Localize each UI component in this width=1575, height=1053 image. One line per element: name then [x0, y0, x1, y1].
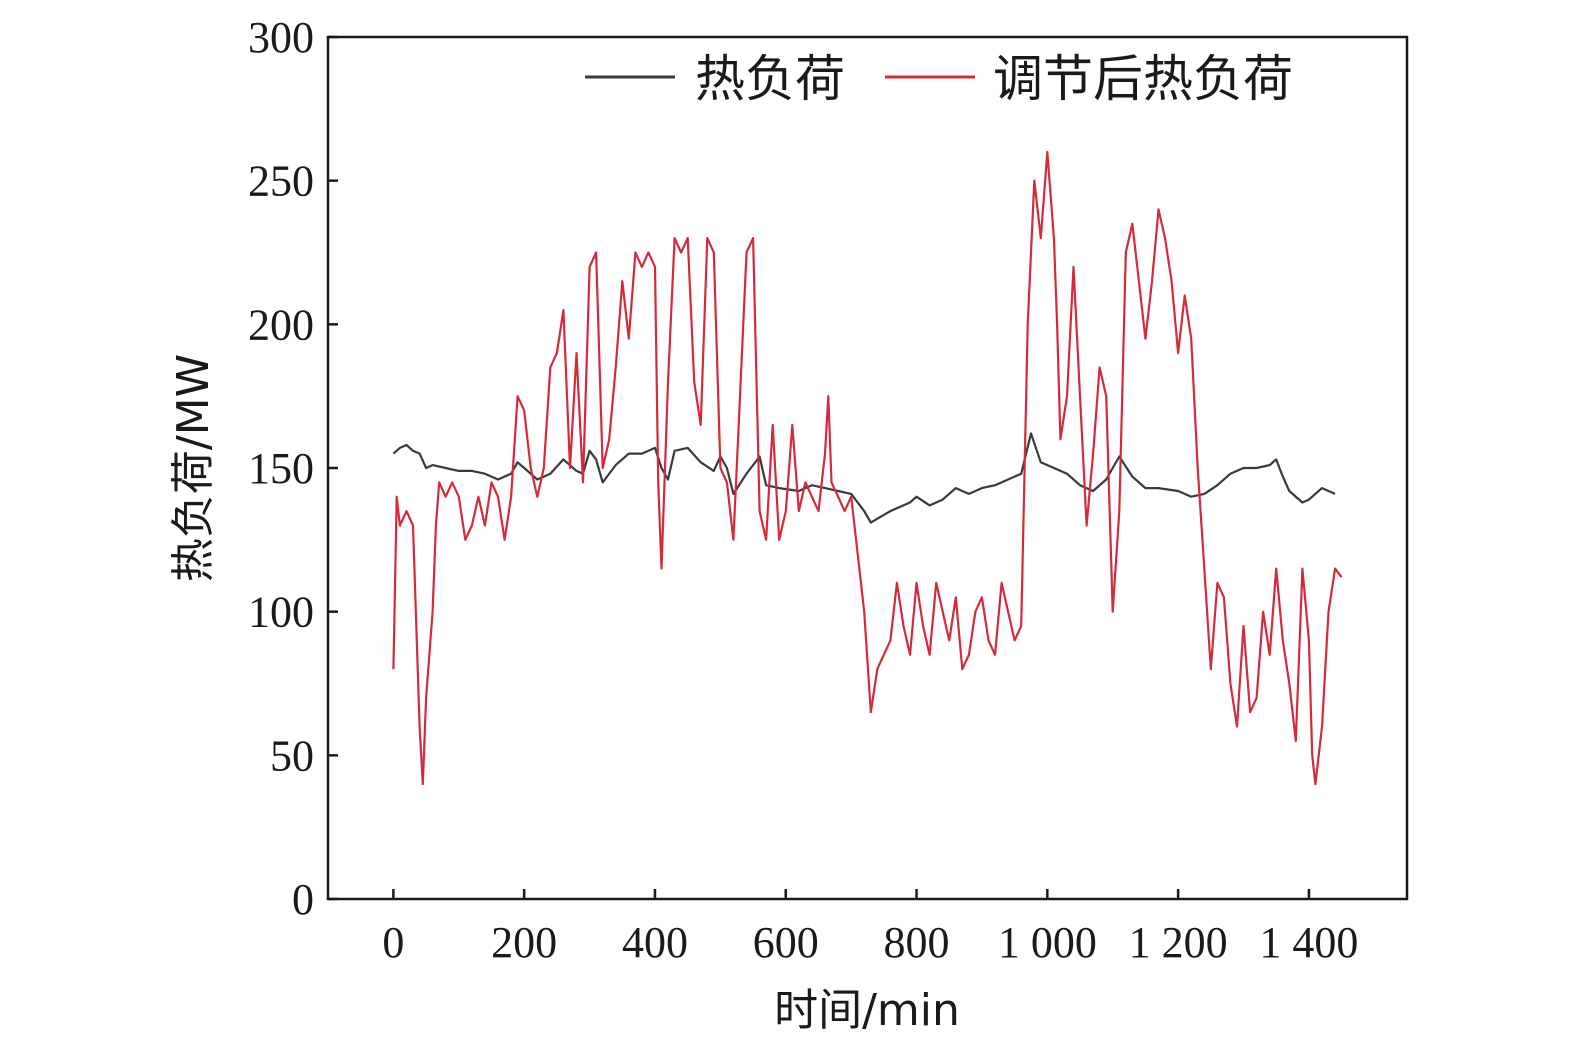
- x-tick-label: 600: [753, 918, 819, 967]
- y-tick-label: 0: [292, 875, 314, 924]
- x-tick-label: 0: [382, 918, 404, 967]
- x-tick-label: 200: [491, 918, 557, 967]
- x-tick-label: 400: [622, 918, 688, 967]
- x-axis: 0 200 400 600 800 1 000 1 200 1 400: [382, 889, 1358, 967]
- x-tick-label: 1 200: [1129, 918, 1228, 967]
- x-tick-label: 1 400: [1259, 918, 1358, 967]
- series-line-adjusted-heat-load: [392, 150, 1343, 786]
- y-axis: 0 50 100 150 200 250 300: [248, 13, 338, 924]
- y-tick-label: 150: [248, 444, 314, 493]
- x-axis-title: 时间/min: [774, 985, 960, 1036]
- y-tick-label: 300: [248, 13, 314, 62]
- x-tick-label: 1 000: [998, 918, 1097, 967]
- y-tick-label: 250: [248, 157, 314, 206]
- y-tick-label: 50: [270, 731, 314, 780]
- series-line-heat-load: [392, 432, 1336, 524]
- legend-label-heat-load: 热负荷: [695, 50, 845, 108]
- legend-label-adjusted-heat-load: 调节后热负荷: [993, 50, 1293, 108]
- legend: 热负荷 调节后热负荷: [585, 50, 1293, 108]
- y-tick-label: 100: [248, 588, 314, 637]
- x-tick-label: 800: [884, 918, 950, 967]
- y-axis-title: 热负荷/MW: [168, 354, 219, 582]
- series-layer: [392, 150, 1343, 786]
- y-tick-label: 200: [248, 300, 314, 349]
